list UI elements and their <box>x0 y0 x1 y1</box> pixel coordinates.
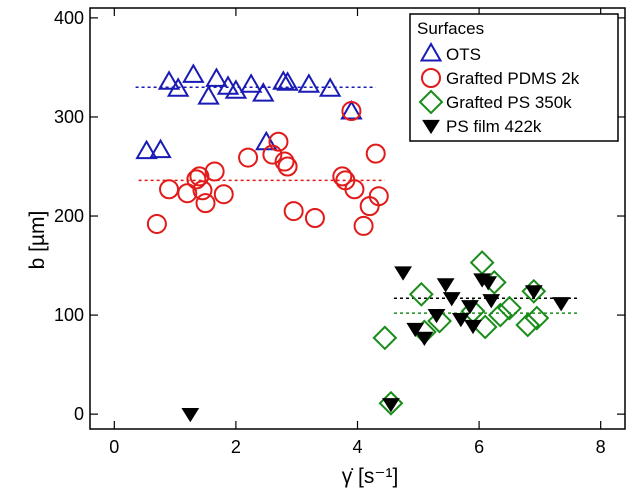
x-tick-label: 0 <box>109 437 119 457</box>
legend-entry-ots: OTS <box>446 45 481 64</box>
data-point-ots <box>318 77 342 97</box>
data-point-grafted-pdms-2k <box>277 156 298 177</box>
data-point-ps-film-422k <box>427 308 446 324</box>
data-point-ots <box>276 71 299 91</box>
data-point-grafted-pdms-2k <box>146 213 167 234</box>
data-point-grafted-ps-350k <box>427 308 452 334</box>
data-point-ots <box>297 73 321 93</box>
data-point-ps-film-422k <box>464 319 482 335</box>
legend-entry-ps-film-422k: PS film 422k <box>446 117 542 136</box>
legend-marker-grafted-ps-350k <box>418 89 444 115</box>
legend: Surfaces OTS Grafted PDMS 2k Grafted PS 35… <box>409 13 619 142</box>
x-axis-label: γ̇ [s⁻¹] <box>342 465 399 488</box>
data-point-ps-film-422k <box>461 300 479 315</box>
data-point-ots <box>197 85 220 105</box>
legend-entry-grafted-pdms-2k: Grafted PDMS 2k <box>446 69 580 88</box>
data-point-grafted-pdms-2k <box>341 101 362 122</box>
data-point-grafted-pdms-2k <box>177 183 198 204</box>
data-point-grafted-ps-350k <box>524 305 550 331</box>
data-point-ps-film-422k <box>406 322 425 338</box>
data-point-grafted-pdms-2k <box>353 215 374 236</box>
data-point-grafted-pdms-2k <box>304 208 325 229</box>
data-point-ots <box>239 73 263 93</box>
data-point-grafted-ps-350k <box>515 312 541 338</box>
data-point-grafted-ps-350k <box>497 295 522 321</box>
data-point-ots <box>149 138 172 159</box>
data-point-ots <box>224 79 248 99</box>
y-axis-label: b [µm] <box>26 211 49 270</box>
data-point-ps-film-422k <box>436 278 455 293</box>
legend-box <box>409 13 619 142</box>
data-point-grafted-pdms-2k <box>262 144 283 165</box>
data-point-grafted-pdms-2k <box>192 180 213 201</box>
y-tick-label: 0 <box>74 404 84 424</box>
data-point-grafted-pdms-2k <box>195 193 216 214</box>
y-tick-label: 100 <box>54 305 84 325</box>
data-point-ps-film-422k <box>479 276 498 291</box>
data-point-grafted-ps-350k <box>469 250 495 275</box>
legend-title: Surfaces <box>417 19 484 38</box>
data-point-grafted-pdms-2k <box>368 186 389 207</box>
data-point-ps-film-422k <box>442 292 461 307</box>
legend-marker-ps-film-422k <box>422 119 440 135</box>
y-tick-label: 200 <box>54 206 84 226</box>
data-point-grafted-pdms-2k <box>213 184 234 205</box>
data-point-ots <box>135 139 158 160</box>
data-point-grafted-pdms-2k <box>186 169 207 190</box>
data-point-grafted-pdms-2k <box>365 143 386 164</box>
data-point-ps-film-422k <box>524 285 543 300</box>
x-tick-label: 4 <box>352 437 362 457</box>
data-point-ots <box>252 82 275 102</box>
x-tick-label: 2 <box>231 437 241 457</box>
legend-marker-grafted-pdms-2k <box>421 68 441 88</box>
data-point-grafted-ps-350k <box>408 281 434 307</box>
data-point-grafted-pdms-2k <box>332 166 353 187</box>
data-point-ps-film-422k <box>181 408 200 423</box>
data-point-grafted-ps-350k <box>487 302 513 328</box>
data-point-grafted-pdms-2k <box>204 161 225 182</box>
x-tick-label: 6 <box>474 437 484 457</box>
data-point-ots <box>182 63 205 83</box>
data-point-grafted-pdms-2k <box>238 147 259 168</box>
data-point-ps-film-422k <box>415 331 434 347</box>
data-point-ps-film-422k <box>451 312 470 328</box>
data-point-ps-film-422k <box>382 398 400 413</box>
data-point-ots <box>166 77 190 97</box>
data-point-ps-film-422k <box>482 294 501 309</box>
data-point-ots <box>340 100 363 120</box>
y-tick-label: 400 <box>54 8 84 28</box>
y-tick-label: 300 <box>54 107 84 127</box>
data-point-ps-film-422k <box>552 297 571 312</box>
data-point-grafted-pdms-2k <box>274 151 295 172</box>
data-point-ps-film-422k <box>394 266 412 281</box>
legend-entry-grafted-ps-350k: Grafted PS 350k <box>446 93 572 112</box>
data-point-ots <box>157 70 181 90</box>
data-point-grafted-pdms-2k <box>189 166 210 187</box>
data-point-ots <box>205 67 228 87</box>
x-tick-label: 8 <box>596 437 606 457</box>
legend-marker-ots <box>419 41 443 62</box>
data-point-grafted-pdms-2k <box>159 179 180 200</box>
data-point-grafted-pdms-2k <box>268 131 289 152</box>
data-point-grafted-ps-350k <box>372 325 398 351</box>
data-point-grafted-pdms-2k <box>344 179 365 200</box>
data-point-grafted-pdms-2k <box>283 201 304 222</box>
